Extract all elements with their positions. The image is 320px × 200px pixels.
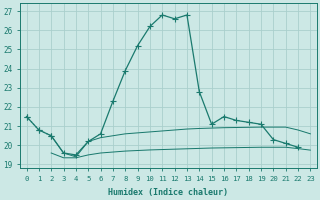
- X-axis label: Humidex (Indice chaleur): Humidex (Indice chaleur): [108, 188, 228, 197]
